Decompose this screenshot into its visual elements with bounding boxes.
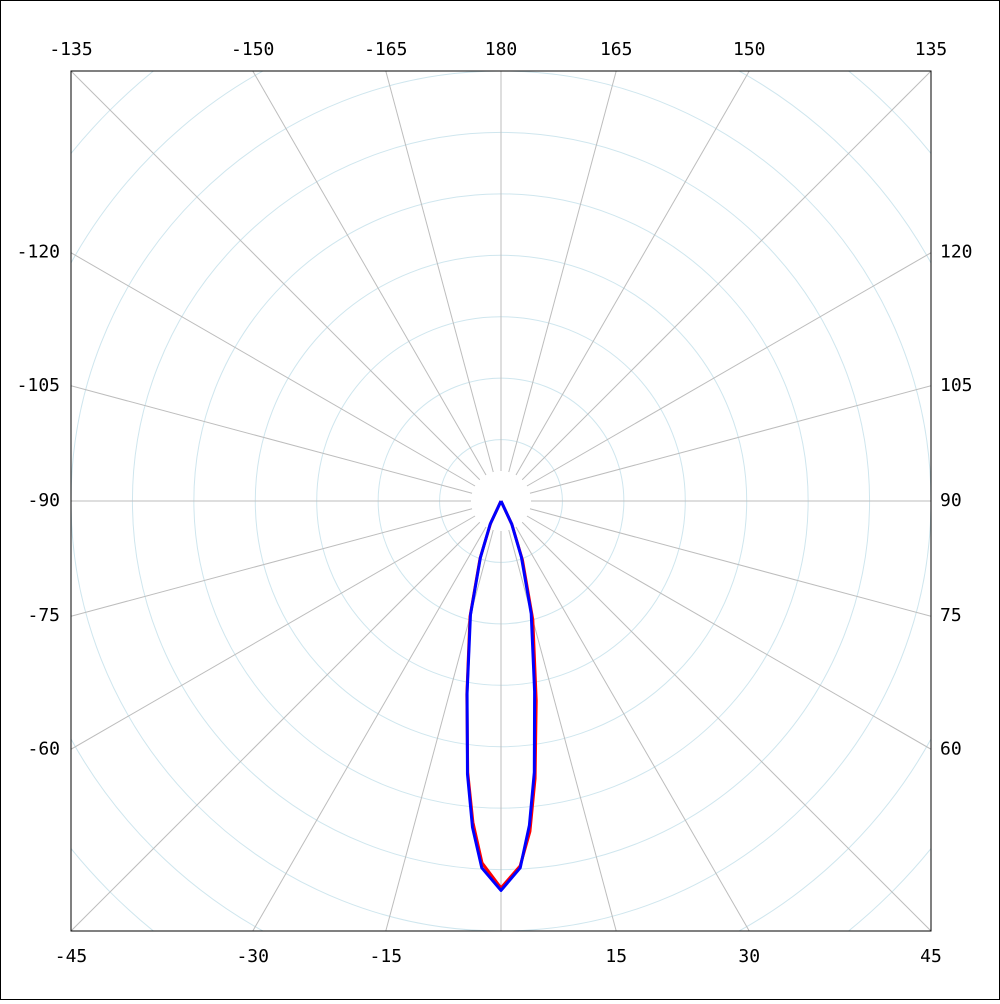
grid-spoke [529,508,931,617]
plot-marks [465,500,538,892]
grid-spoke [508,529,617,931]
angle-label: 180 [485,39,518,60]
grid-spoke [71,508,473,617]
angle-label: 60 [940,738,962,759]
grid-spoke [385,71,494,473]
angle-label: 45 [920,946,942,967]
angle-label: 30 [738,946,760,967]
grid-spoke [252,71,487,476]
angle-label: 165 [600,39,633,60]
grid-spoke [526,252,931,487]
angle-label: 105 [940,375,973,396]
angle-label: -75 [27,605,60,626]
grid-spoke [526,515,931,750]
grid-spoke [71,515,476,750]
angle-label: -150 [231,39,274,60]
grid-spoke [515,526,750,931]
angle-label: 90 [940,490,962,511]
grid-spoke [385,529,494,931]
plot-border [70,70,932,932]
grid-spoke [508,71,617,473]
grid-spoke [71,521,481,931]
angle-label: 135 [915,39,948,60]
grid-spoke [71,71,481,481]
grid-spoke [252,526,487,931]
angle-label: -120 [17,242,60,263]
angle-label: -30 [236,946,269,967]
angle-label: 75 [940,605,962,626]
grid-spoke [521,71,931,481]
angle-label: -165 [364,39,407,60]
angle-label: 150 [733,39,766,60]
grid-spoke [521,521,931,931]
angle-label: -105 [17,375,60,396]
angle-label: 15 [605,946,627,967]
series-line [465,500,537,892]
grid-spoke [529,385,931,494]
angle-label: 120 [940,242,973,263]
grid-spoke [71,385,473,494]
grid-spoke [71,252,476,487]
angle-label: -15 [370,946,403,967]
angle-label: -45 [55,946,88,967]
angle-label: -60 [27,738,60,759]
grid-spoke [515,71,750,476]
angle-label: -135 [49,39,92,60]
angle-label: -90 [27,490,60,511]
